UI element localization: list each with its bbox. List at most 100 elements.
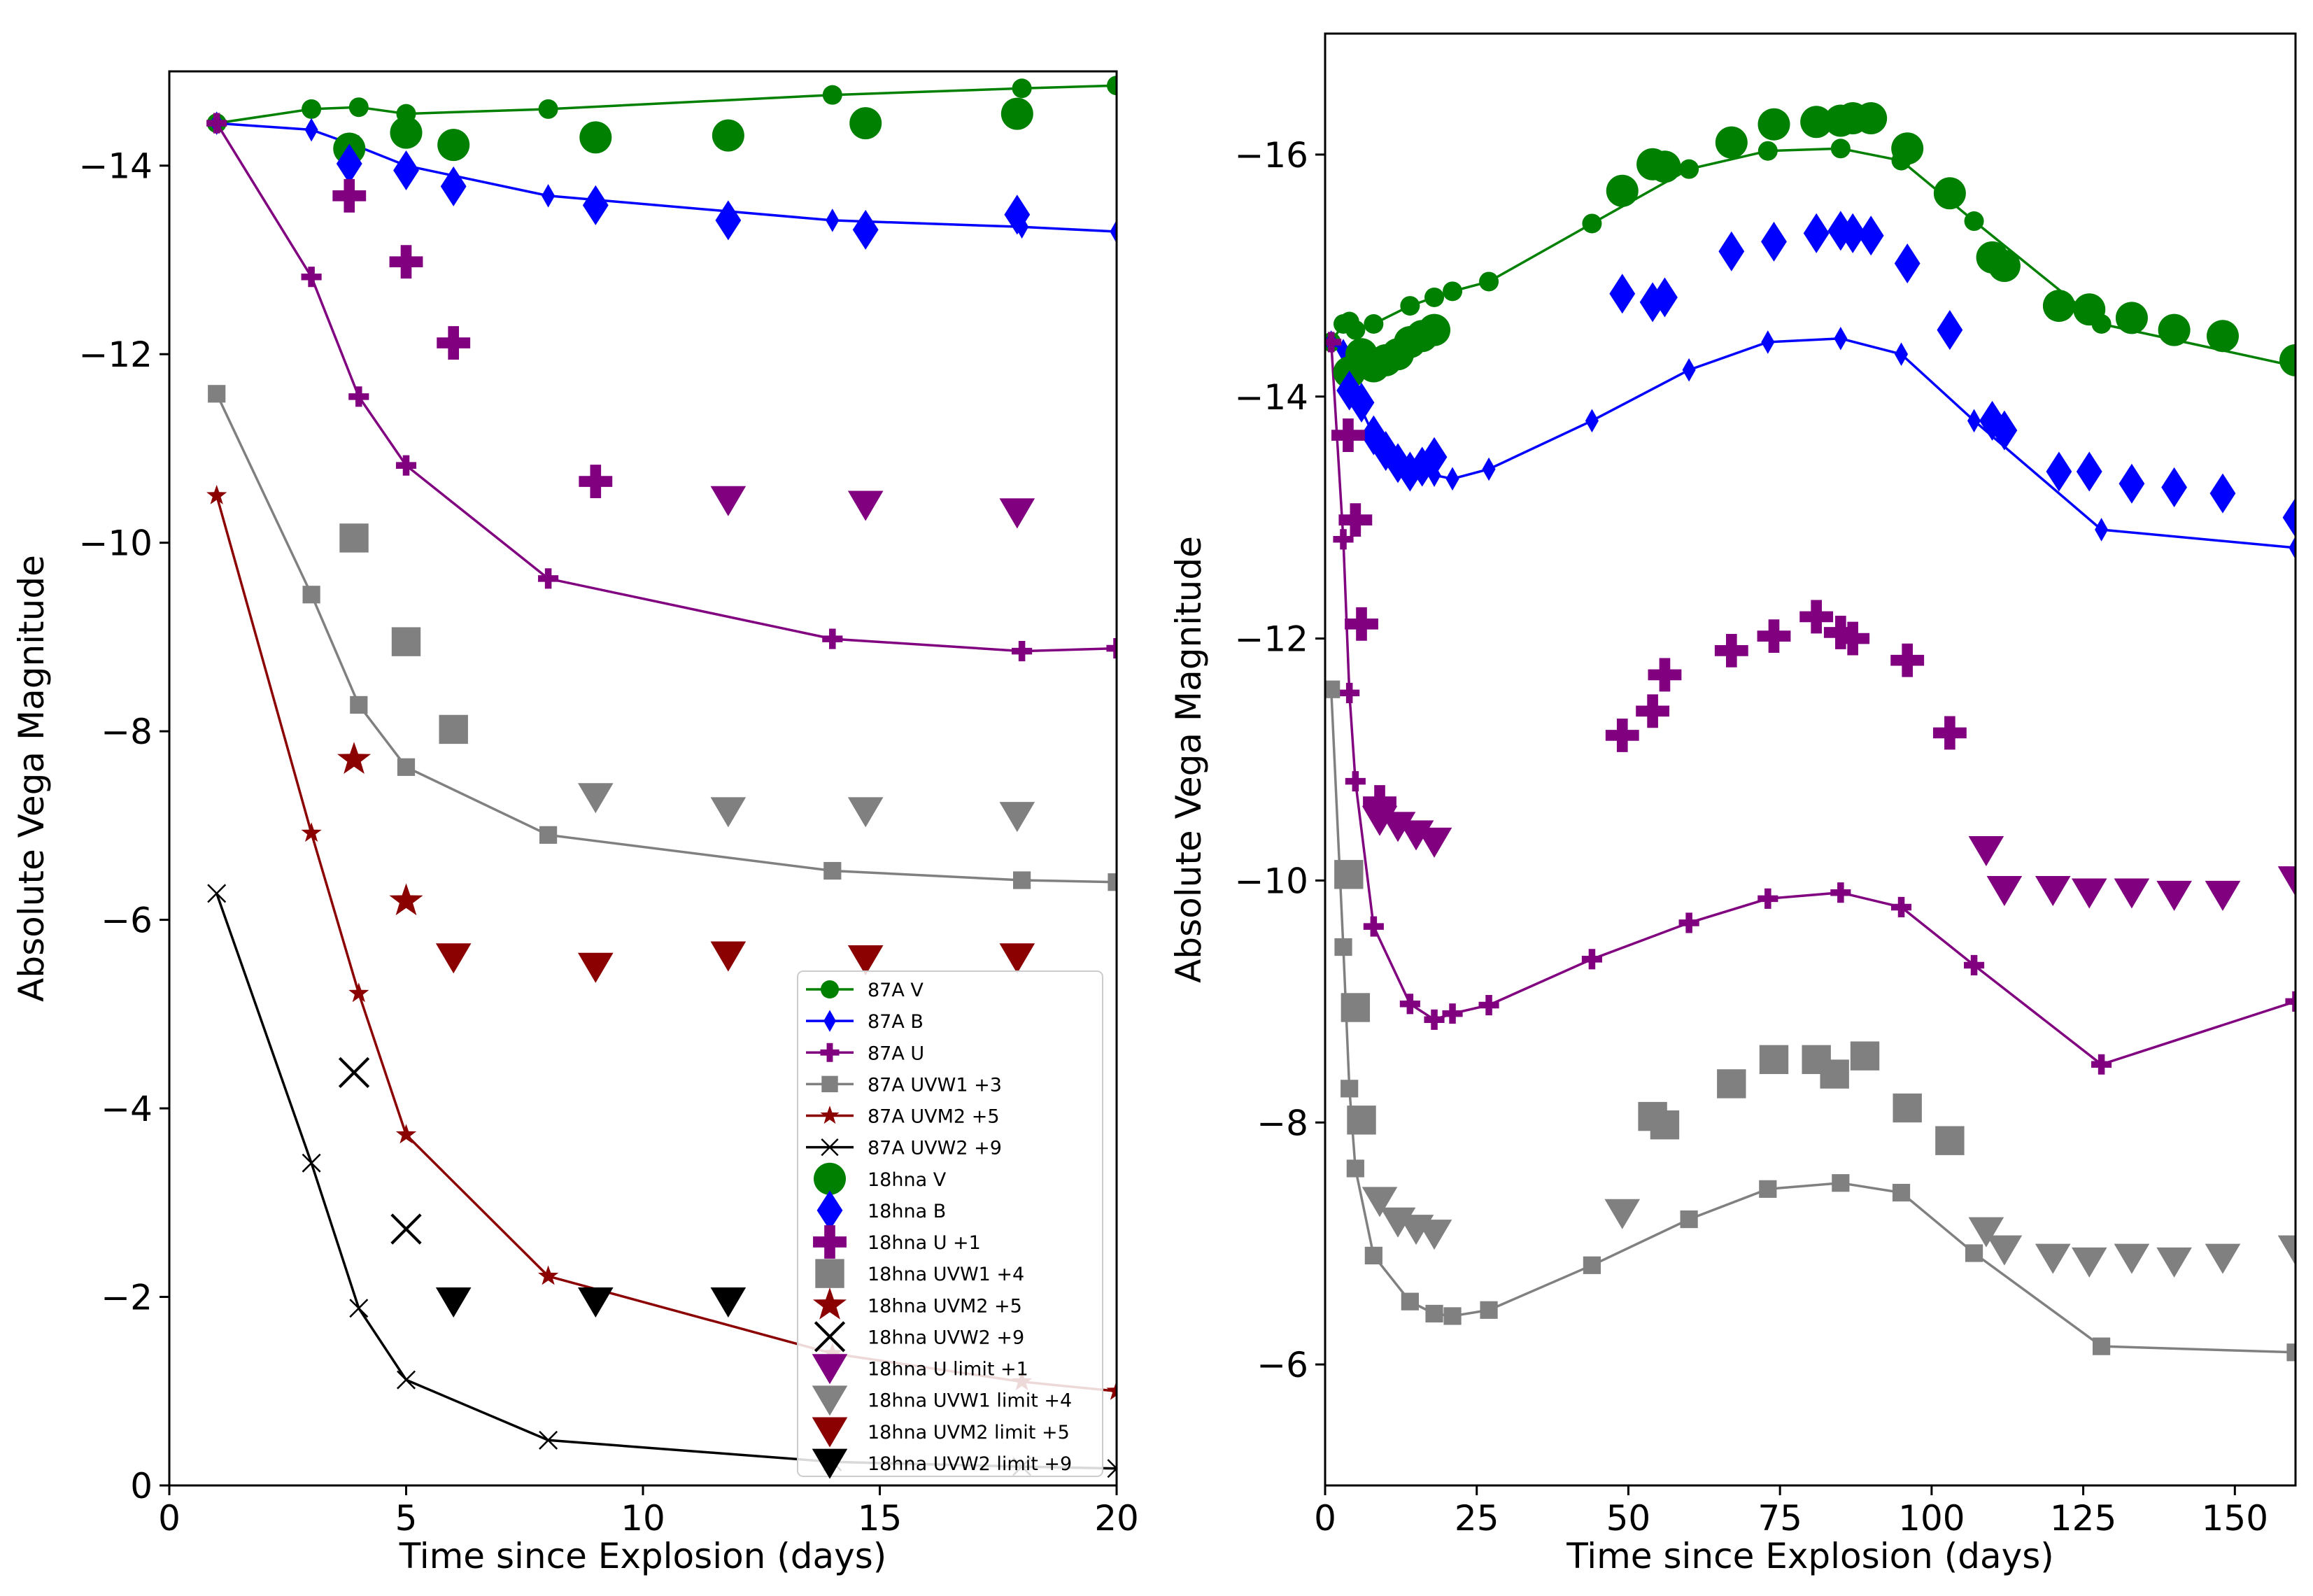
right-point-18hna-uvw1-4	[1759, 1045, 1789, 1075]
legend-entry-87a-v: 87A V	[806, 980, 924, 1001]
right-point-18hna-uvw1-limit-4	[1986, 1235, 2023, 1266]
left-point-18hna-u-1	[579, 465, 613, 499]
left-point-18hna-v	[849, 107, 882, 140]
legend-label: 18hna UVM2 +5	[868, 1295, 1022, 1317]
right-point-87a-uvw1-3	[1583, 1256, 1601, 1274]
right-point-18hna-uvw1-4	[1650, 1110, 1680, 1140]
left-point-18hna-uvw2-limit-9	[578, 1287, 614, 1318]
legend-entry-18hna-uvm2-limit-5: 18hna UVM2 limit +5	[812, 1417, 1070, 1448]
right-point-18hna-u-1	[1757, 619, 1791, 654]
right-point-87a-uvw1-3	[1325, 680, 1341, 698]
left-y-tick-label: −2	[101, 1278, 153, 1318]
left-point-18hna-uvw2-9	[338, 1057, 370, 1089]
left-y-tick-label: −6	[101, 901, 153, 941]
right-point-18hna-b	[1409, 446, 1436, 487]
legend-label: 18hna U +1	[868, 1232, 981, 1254]
right-point-87a-u	[1345, 771, 1366, 792]
right-point-87a-uvw1-3	[1401, 1292, 1419, 1311]
left-point-87a-uvm2-5	[395, 1124, 417, 1144]
right-point-18hna-u-limit-1	[2114, 878, 2150, 909]
right-point-18hna-b	[1385, 443, 1411, 483]
legend-entry-18hna-v: 18hna V	[814, 1162, 947, 1195]
right-point-87a-v	[1345, 320, 1366, 340]
right-point-87a-v	[1830, 139, 1851, 159]
right-point-87a-u	[1333, 529, 1354, 550]
left-point-18hna-u-limit-1	[847, 490, 884, 521]
right-point-87a-v	[1964, 211, 1984, 232]
right-point-87a-v	[1400, 296, 1420, 316]
right-point-87a-u	[1325, 332, 1342, 353]
legend-label: 18hna UVM2 limit +5	[868, 1422, 1070, 1443]
legend-marker	[820, 1043, 840, 1062]
right-point-18hna-uvw1-limit-4	[2071, 1247, 2107, 1278]
right-point-18hna-u-limit-1	[2035, 876, 2071, 907]
left-point-87a-uvm2-5	[206, 484, 227, 504]
right-point-18hna-uvw1-4	[1341, 993, 1371, 1022]
legend-entry-18hna-u-1: 18hna U +1	[813, 1225, 981, 1259]
legend-label: 18hna UVW2 +9	[868, 1327, 1024, 1348]
right-point-87a-b	[1482, 457, 1496, 481]
left-point-18hna-uvw1-4	[439, 714, 468, 744]
right-point-18hna-uvw1-limit-4	[2277, 1235, 2296, 1266]
right-point-87a-uvw1-3	[2093, 1337, 2111, 1355]
right-point-18hna-b	[1937, 310, 1963, 351]
left-point-87a-b	[1110, 220, 1117, 243]
legend-entry-87a-uvw1-3: 87A UVW1 +3	[806, 1074, 1002, 1096]
right-point-18hna-u-1	[1648, 658, 1682, 692]
left-y-tick-label: −10	[78, 523, 153, 564]
right-point-18hna-u-1	[1636, 694, 1670, 728]
right-point-18hna-u-limit-1	[1380, 812, 1416, 842]
right-point-18hna-b	[2282, 497, 2296, 538]
right-point-18hna-u-1	[1714, 633, 1748, 668]
right-point-87a-u	[1478, 994, 1499, 1016]
right-point-87a-v	[1364, 314, 1384, 334]
left-point-87a-v	[348, 97, 369, 118]
right-point-18hna-v	[1418, 313, 1451, 346]
right-point-87a-b	[1445, 467, 1459, 491]
left-point-87a-v	[1107, 76, 1117, 96]
left-point-87a-v	[302, 99, 322, 119]
right-point-18hna-uvw1-limit-4	[2205, 1243, 2241, 1274]
right-point-18hna-b	[1718, 231, 1745, 271]
left-point-18hna-uvm2-limit-5	[847, 945, 884, 975]
right-point-18hna-u-1	[1932, 716, 1967, 750]
left-point-18hna-v	[437, 129, 470, 162]
legend-box	[797, 970, 1103, 1477]
right-point-18hna-v	[1757, 108, 1790, 141]
left-point-87a-uvm2-5	[301, 822, 322, 842]
left-point-18hna-b	[393, 150, 419, 190]
left-point-87a-u	[301, 267, 322, 288]
left-point-18hna-uvw1-4	[391, 627, 421, 656]
left-y-axis-label: Absolute Vega Magnitude	[11, 555, 52, 1002]
right-point-18hna-b	[1609, 274, 1636, 314]
right-point-18hna-b	[1652, 277, 1678, 318]
left-y-tick-label: −4	[101, 1089, 153, 1129]
left-point-18hna-uvw1-limit-4	[710, 797, 747, 828]
right-point-18hna-uvw1-4	[1347, 1106, 1376, 1135]
right-point-18hna-u-limit-1	[2205, 880, 2241, 911]
left-point-18hna-uvm2-limit-5	[435, 943, 472, 974]
right-point-87a-u	[1399, 994, 1420, 1015]
legend-marker	[812, 1385, 848, 1416]
right-point-87a-uvw1-3	[1680, 1210, 1698, 1229]
left-x-tick-label: 10	[621, 1498, 665, 1539]
right-point-18hna-u-1	[1605, 718, 1639, 752]
left-point-18hna-uvw2-9	[390, 1213, 422, 1245]
left-point-87a-uvw2-9	[397, 1370, 416, 1390]
left-x-tick-label: 5	[395, 1498, 418, 1539]
right-point-87a-u	[2091, 1054, 2112, 1075]
right-y-tick-label: −12	[1234, 619, 1308, 660]
left-point-18hna-u-1	[332, 178, 367, 213]
right-point-18hna-b	[1839, 213, 1866, 253]
right-point-18hna-uvw1-4	[1893, 1093, 1922, 1123]
right-point-18hna-v	[1715, 126, 1748, 159]
right-point-18hna-uvw1-limit-4	[2156, 1247, 2192, 1278]
right-point-18hna-uvw1-limit-4	[2114, 1243, 2150, 1274]
left-point-18hna-uvm2-limit-5	[999, 943, 1035, 974]
right-x-tick-label: 150	[2202, 1498, 2268, 1539]
left-point-18hna-v	[712, 119, 744, 152]
left-y-tick-label: −12	[78, 334, 153, 375]
left-point-18hna-v	[579, 121, 612, 154]
right-point-18hna-b	[1858, 216, 1884, 256]
